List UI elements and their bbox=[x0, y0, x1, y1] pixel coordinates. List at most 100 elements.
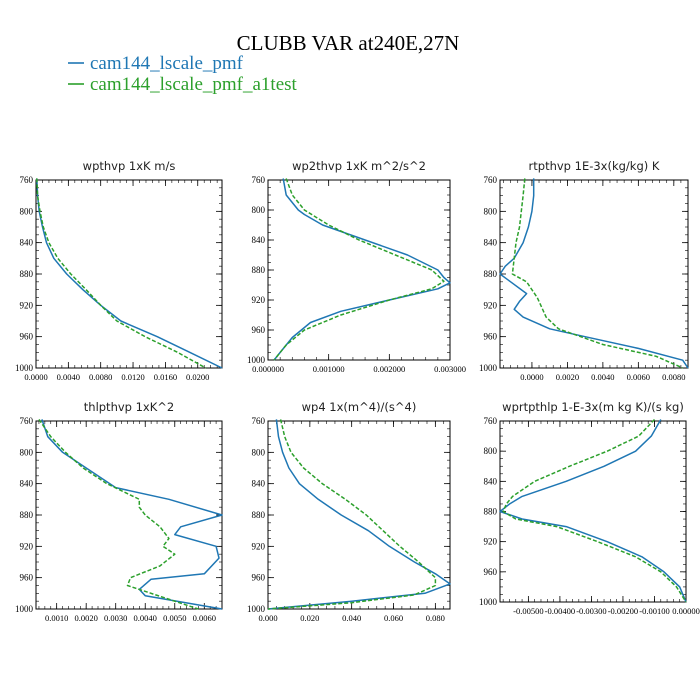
panel-2: wp2thvp 1xK m^2/s^2 760 800 840 880 920 960 100… bbox=[247, 159, 466, 374]
x-tick-label: 0.0040 bbox=[134, 613, 157, 623]
y-tick-label: 880 bbox=[484, 269, 498, 279]
series-line-2 bbox=[273, 178, 445, 361]
x-tick-label: 0.0000 bbox=[520, 372, 543, 382]
y-tick-label: 840 bbox=[484, 476, 498, 486]
x-tick-label: 0.0080 bbox=[89, 372, 112, 382]
x-tick-label: 0.003000 bbox=[434, 364, 466, 374]
x-tick-label: 0.0040 bbox=[57, 372, 80, 382]
y-tick-label: 760 bbox=[20, 175, 34, 185]
y-tick-label: 760 bbox=[484, 416, 498, 426]
y-tick-label: 960 bbox=[484, 332, 498, 342]
x-tick-label: 0.0040 bbox=[591, 372, 614, 382]
panels: wpthvp 1xK m/s76080084088092096010000.00… bbox=[15, 159, 700, 623]
series-line-1 bbox=[499, 419, 687, 603]
y-tick-label: 880 bbox=[484, 507, 498, 517]
y-tick-label: 1000 bbox=[479, 363, 498, 373]
plot-frame bbox=[35, 179, 223, 369]
x-tick-label: 0.001000 bbox=[313, 364, 345, 374]
series-line-2 bbox=[38, 418, 199, 610]
y-tick-label: 800 bbox=[252, 447, 266, 457]
panel-6: wprtpthlp 1-E-3x(m kg K)/(s kg) 760 800 840… bbox=[479, 400, 700, 616]
y-tick-label: 1000 bbox=[479, 597, 498, 607]
y-tick-label: 800 bbox=[484, 446, 498, 456]
y-tick-label: 840 bbox=[20, 479, 34, 489]
y-tick-label: 880 bbox=[20, 269, 34, 279]
plot-frame bbox=[499, 420, 687, 603]
series-line-1 bbox=[36, 178, 223, 369]
y-tick-label: 880 bbox=[20, 510, 34, 520]
x-tick-label: 0.0060 bbox=[627, 372, 650, 382]
y-tick-label: 840 bbox=[20, 238, 34, 248]
x-tick-label: 0.0160 bbox=[154, 372, 177, 382]
y-tick-label: 1000 bbox=[15, 604, 34, 614]
y-tick-label: 920 bbox=[20, 300, 34, 310]
panel-title: wp4 1x(m^4)/(s^4) bbox=[302, 400, 417, 414]
panel-title: thlpthvp 1xK^2 bbox=[84, 400, 174, 414]
y-tick-label: 920 bbox=[252, 295, 266, 305]
x-tick-label: 0.002000 bbox=[373, 364, 405, 374]
y-tick-label: 840 bbox=[484, 238, 498, 248]
y-tick-label: 840 bbox=[252, 235, 266, 245]
plot-frame bbox=[499, 179, 689, 369]
x-tick-label: 0.0120 bbox=[121, 372, 144, 382]
y-tick-label: 960 bbox=[20, 573, 34, 583]
y-tick-label: 1000 bbox=[15, 363, 34, 373]
panel-4: thlpthvp 1xK^2 760 800 840 880 920 960 1000 0.00… bbox=[15, 400, 223, 623]
panel-title: rtpthvp 1E-3x(kg/kg) K bbox=[529, 159, 660, 173]
x-tick-label: 0.0030 bbox=[104, 613, 127, 623]
y-tick-label: 880 bbox=[252, 510, 266, 520]
panel-1: wpthvp 1xK m/s76080084088092096010000.00… bbox=[15, 159, 223, 382]
x-tick-label: -0.00400 bbox=[545, 606, 575, 616]
panel-title: wpthvp 1xK m/s bbox=[83, 159, 176, 173]
x-tick-label: 0.0200 bbox=[186, 372, 209, 382]
series-line-2 bbox=[502, 418, 687, 603]
y-tick-label: 960 bbox=[252, 325, 266, 335]
series-line-1 bbox=[41, 419, 223, 610]
y-tick-label: 920 bbox=[20, 541, 34, 551]
x-tick-label: 0.0000 bbox=[24, 372, 47, 382]
series-line-2 bbox=[511, 178, 684, 369]
x-tick-label: 0.0020 bbox=[75, 613, 98, 623]
x-tick-label: 0.0050 bbox=[163, 613, 186, 623]
y-tick-label: 960 bbox=[20, 332, 34, 342]
panel-3: rtpthvp 1E-3x(kg/kg) K 760 800 840 880 920 960… bbox=[479, 159, 689, 382]
legend-label-2: cam144_lscale_pmf_a1test bbox=[90, 74, 298, 95]
plot-frame bbox=[267, 420, 451, 610]
y-tick-label: 840 bbox=[252, 479, 266, 489]
y-tick-label: 960 bbox=[252, 573, 266, 583]
y-tick-label: 960 bbox=[484, 567, 498, 577]
y-tick-label: 760 bbox=[484, 175, 498, 185]
x-tick-label: -0.00300 bbox=[576, 606, 606, 616]
x-tick-label: 0.00000 bbox=[672, 606, 700, 616]
series-line-1 bbox=[499, 178, 689, 369]
x-tick-label: -0.00200 bbox=[608, 606, 638, 616]
y-tick-label: 760 bbox=[252, 416, 266, 426]
y-tick-label: 760 bbox=[252, 175, 266, 185]
y-tick-label: 1000 bbox=[247, 355, 266, 365]
y-tick-label: 880 bbox=[252, 265, 266, 275]
y-tick-label: 1000 bbox=[247, 604, 266, 614]
x-tick-label: 0.040 bbox=[342, 613, 361, 623]
panel-5: wp4 1x(m^4)/(s^4) 760 800 840 880 920 960 1000 0… bbox=[247, 400, 451, 623]
series-line-2 bbox=[267, 419, 437, 610]
x-tick-label: 0.000000 bbox=[252, 364, 284, 374]
x-tick-label: 0.060 bbox=[384, 613, 403, 623]
y-tick-label: 920 bbox=[484, 300, 498, 310]
series-line-1 bbox=[267, 419, 451, 610]
y-tick-label: 800 bbox=[20, 447, 34, 457]
x-tick-label: 0.0020 bbox=[556, 372, 579, 382]
legend: cam144_lscale_pmf cam144_lscale_pmf_a1te… bbox=[68, 53, 298, 95]
panel-title: wprtpthlp 1-E-3x(m kg K)/(s kg) bbox=[502, 400, 684, 414]
x-tick-label: 0.020 bbox=[300, 613, 319, 623]
y-tick-label: 800 bbox=[20, 206, 34, 216]
y-tick-label: 920 bbox=[252, 541, 266, 551]
x-tick-label: -0.00500 bbox=[513, 606, 543, 616]
x-tick-label: 0.080 bbox=[426, 613, 445, 623]
x-tick-label: 0.0080 bbox=[662, 372, 685, 382]
legend-label-1: cam144_lscale_pmf bbox=[90, 53, 244, 74]
series-line-1 bbox=[273, 178, 451, 361]
series-line-2 bbox=[36, 178, 207, 369]
x-tick-label: -0.00100 bbox=[639, 606, 669, 616]
y-tick-label: 760 bbox=[20, 416, 34, 426]
